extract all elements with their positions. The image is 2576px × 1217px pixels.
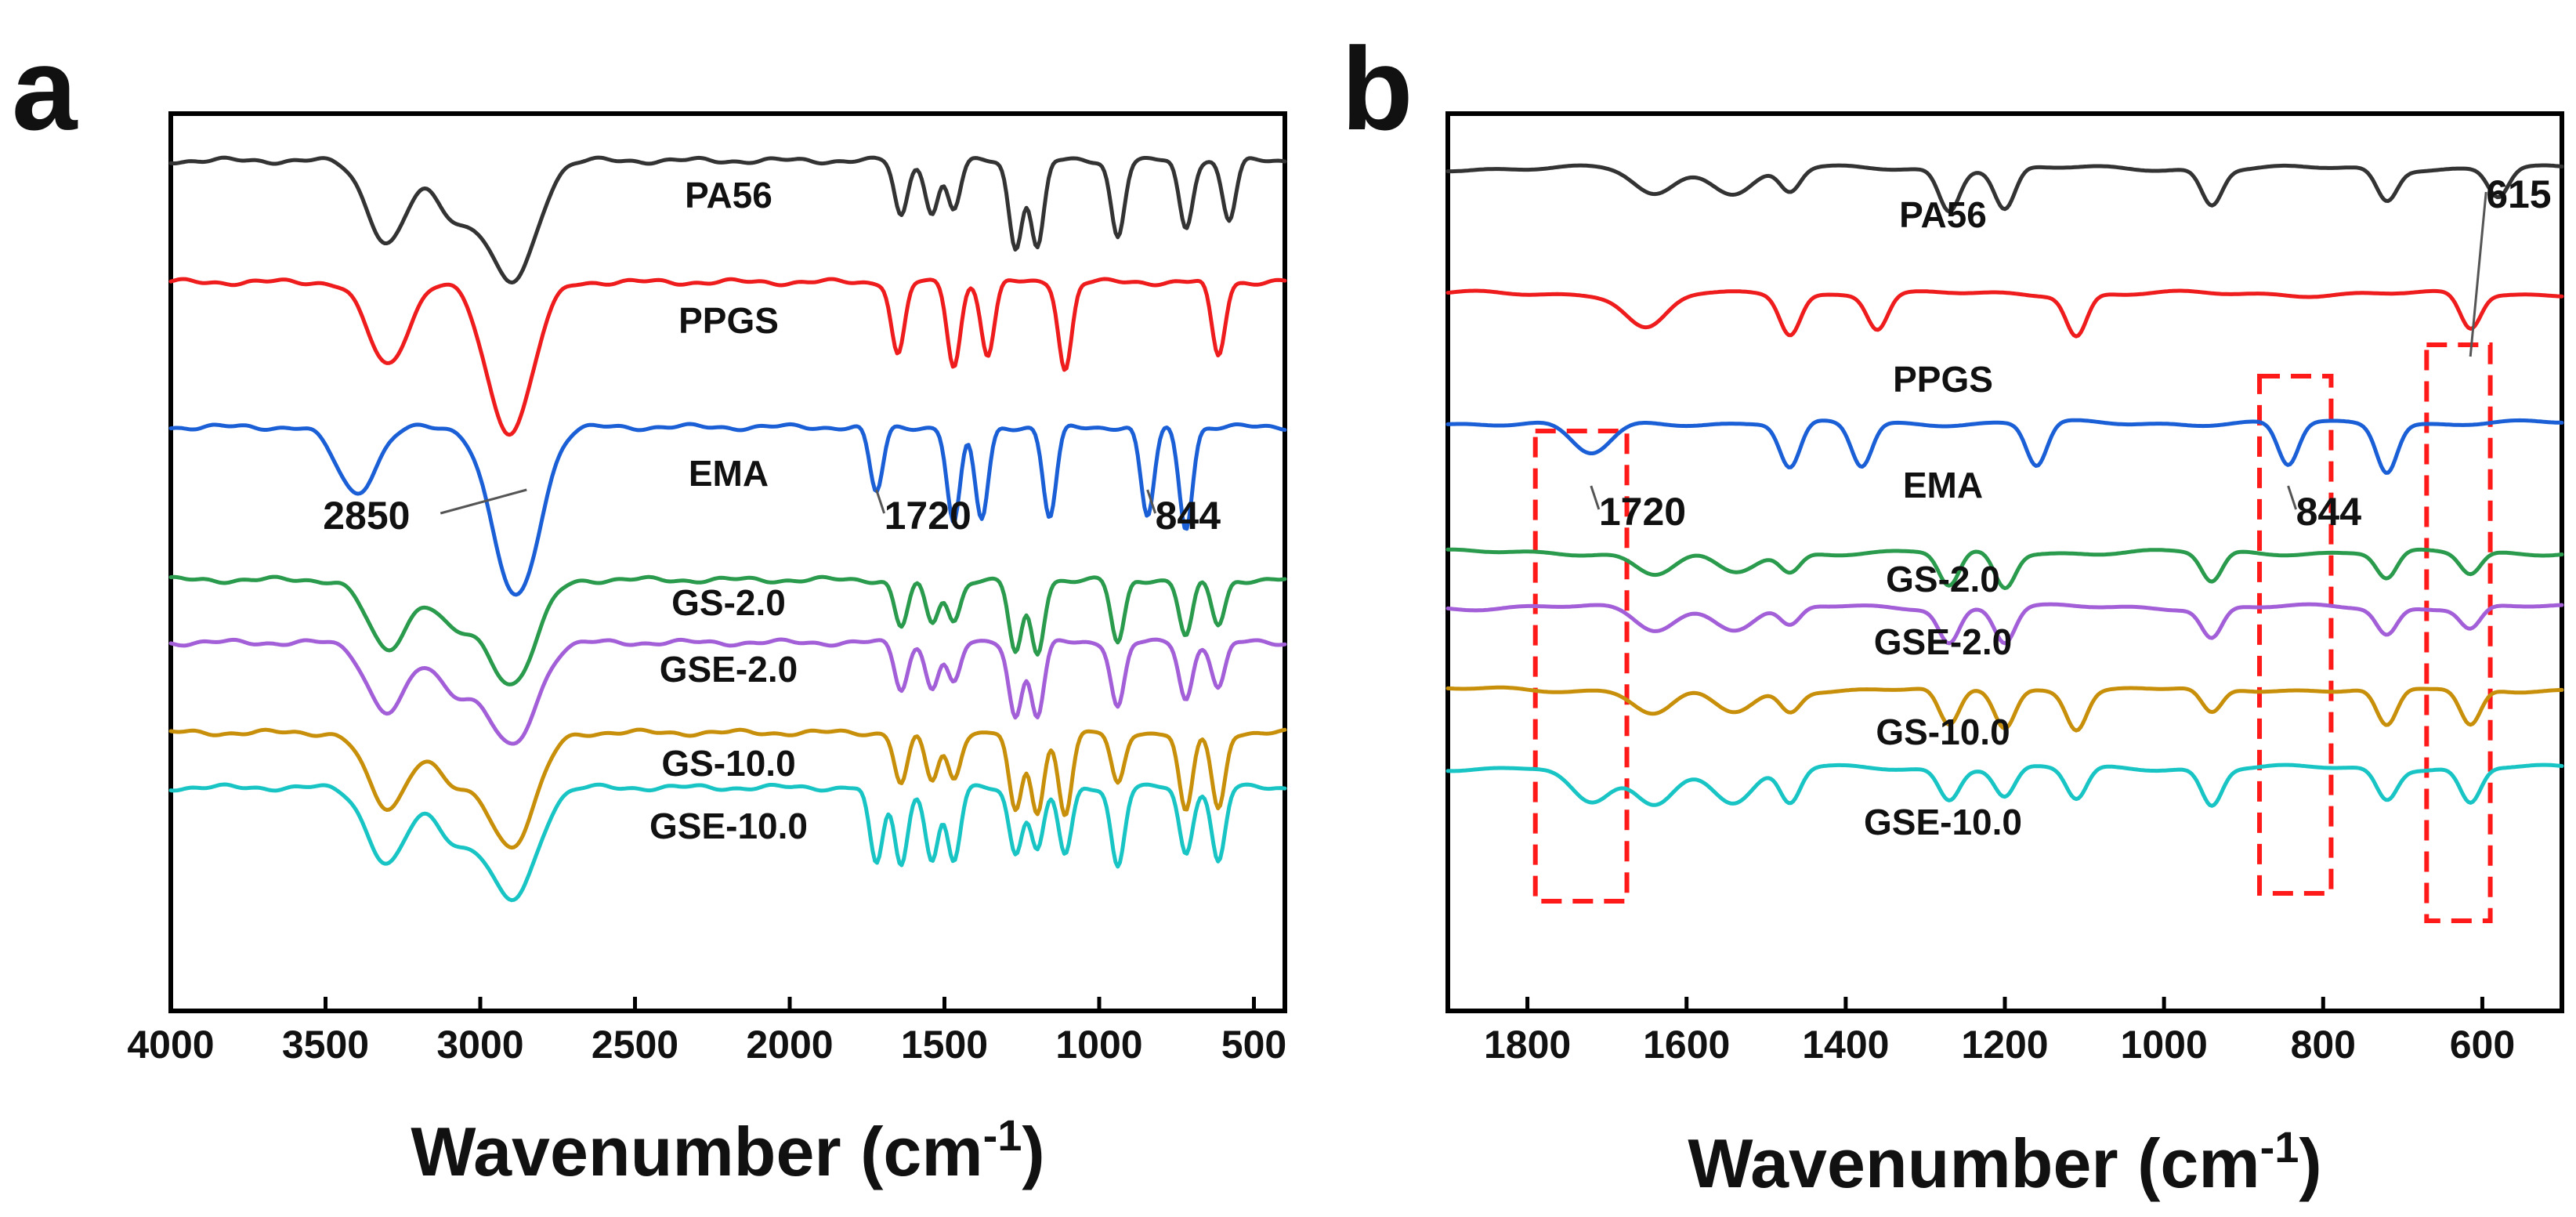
annotation-2850: 2850 [323,494,410,538]
spectrum-gse-10-0 [1445,762,2564,808]
panel-a-series-labels: PA56 PPGS EMA GS-2.0 GSE-2.0 GS-10.0 GSE-10.0 [649,175,808,846]
panel-b-annotations: 1720 844 615 [1590,172,2552,534]
series-label-pa56: PA56 [1899,194,1987,235]
spectrum-gs-10-0 [1445,685,2564,733]
series-label-pa56: PA56 [685,175,772,216]
spectrum-gs-10-0 [168,727,1287,850]
panel-b-frame [1445,111,2564,1013]
x-tick-label: 2000 [746,1023,833,1067]
x-tick-label: 1000 [1055,1023,1142,1067]
x-tick-label: 500 [1221,1023,1286,1067]
series-label-gs-2-0: GS-2.0 [671,582,786,623]
annotation-1720: 1720 [885,494,971,538]
series-label-ppgs: PPGS [1893,359,1993,400]
x-tick-label: 3000 [436,1023,523,1067]
x-tick-label: 1800 [1484,1023,1571,1067]
annotation-arrow [1146,489,1157,514]
spectrum-pa56 [1445,163,2564,214]
panel-a-x-axis-title: Wavenumber (cm-1) [411,1110,1044,1190]
panel-a-spectra [168,155,1287,903]
x-tick-label: 1200 [1961,1023,2048,1067]
panel-a-x-ticks: 4000 3500 3000 2500 2000 1500 1000 500 [127,997,1286,1067]
x-tick-label: 1600 [1643,1023,1730,1067]
spectrum-gse-2-0 [168,637,1287,746]
series-label-gse-10-0: GSE-10.0 [1864,802,2022,842]
highlight-box [1532,429,1630,904]
panel-a-letter: a [12,23,78,154]
panel-b-letter: b [1341,23,1413,154]
spectrum-pa56 [168,155,1287,284]
series-label-gse-2-0: GSE-2.0 [660,649,798,690]
spectrum-ppgs [1445,288,2564,339]
x-tick-label: 600 [2450,1023,2515,1067]
series-label-gs-10-0: GS-10.0 [661,743,795,784]
x-tick-label: 1500 [901,1023,988,1067]
annotation-arrow [440,488,527,515]
spectrum-gs-2-0 [168,574,1287,686]
highlight-box [2424,342,2493,923]
series-label-gse-10-0: GSE-10.0 [649,806,808,846]
series-label-gs-10-0: GS-10.0 [1876,712,2010,752]
spectrum-ema [168,422,1287,597]
spectrum-ema [1445,418,2564,475]
series-label-ema: EMA [689,453,769,494]
series-label-ema: EMA [1903,465,1983,505]
panel-b-x-axis-title: Wavenumber (cm-1) [1688,1122,2321,1202]
series-label-ppgs: PPGS [678,300,779,341]
x-tick-label: 2500 [592,1023,678,1067]
annotation-1720: 1720 [1599,490,1686,534]
x-tick-label: 3500 [282,1023,369,1067]
x-tick-label: 800 [2291,1023,2356,1067]
x-tick-label: 1000 [2121,1023,2208,1067]
spectrum-gse-2-0 [1445,602,2564,646]
series-label-gse-2-0: GSE-2.0 [1874,621,2012,662]
panel-a-frame [168,111,1287,1013]
highlight-box [2257,374,2334,896]
spectrum-ppgs [168,277,1287,437]
annotation-arrow [2469,191,2487,357]
annotation-844: 844 [1156,494,1221,538]
annotation-844: 844 [2296,490,2362,534]
spectrum-gs-2-0 [1445,547,2564,590]
panel-b-x-ticks: 1800 1600 1400 1200 1000 800 600 [1484,997,2515,1067]
panel-b-highlight-boxes [1532,342,2493,923]
panel-a-annotations: 2850 1720 844 [323,488,1221,538]
spectrum-gse-10-0 [168,782,1287,903]
x-tick-label: 4000 [127,1023,214,1067]
panel-b: b PA56 PPGS EMA GS-2.0 GSE-2.0 GS-10.0 GSE-10.… [1341,23,2564,1202]
annotation-615: 615 [2486,172,2551,216]
annotation-arrow [875,489,886,514]
panel-b-series-labels: PA56 PPGS EMA GS-2.0 GSE-2.0 GS-10.0 GSE-10.0 [1864,194,2022,842]
series-label-gs-2-0: GS-2.0 [1886,559,2000,599]
x-tick-label: 1400 [1802,1023,1889,1067]
annotation-arrow [1590,485,1601,510]
panel-a: a PA56 PPGS EMA GS-2.0 GSE-2.0 GS-10.0 GSE-10.… [12,23,1287,1190]
panel-b-spectra [1445,163,2564,808]
annotation-arrow [2287,485,2298,510]
